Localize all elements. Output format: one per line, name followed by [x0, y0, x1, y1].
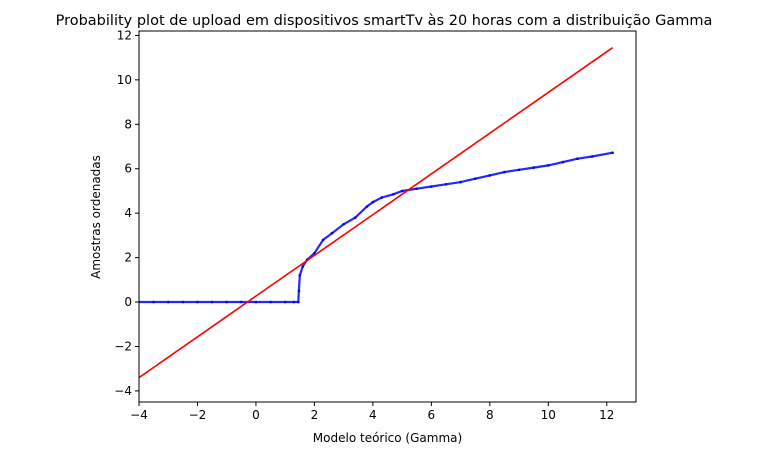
data-point [297, 289, 301, 293]
x-tick-label: 2 [311, 408, 319, 422]
x-tick-label: 4 [369, 408, 377, 422]
data-point [254, 300, 258, 304]
fit-line [139, 47, 614, 379]
data-point [269, 300, 272, 304]
data-point [371, 200, 375, 204]
data-point [181, 300, 185, 304]
data-point [380, 196, 384, 199]
x-tick-label: 8 [486, 408, 494, 422]
data-point [196, 300, 199, 304]
x-tick-label: 10 [541, 408, 556, 422]
y-tick-label: 12 [117, 28, 132, 42]
y-tick-label: 10 [117, 73, 132, 87]
data-point [283, 300, 287, 304]
data-point [532, 166, 535, 169]
data-point [430, 185, 433, 188]
data-point [330, 231, 334, 235]
y-tick-label: −2 [114, 339, 132, 353]
plot-background [139, 31, 636, 402]
x-axis: −4 −2 0 2 4 6 8 10 12 [130, 402, 614, 422]
x-tick-label: 12 [599, 408, 614, 422]
data-point [313, 251, 316, 255]
data-point [503, 170, 506, 174]
data-point [590, 155, 594, 158]
data-point [301, 265, 305, 268]
data-point [297, 300, 300, 304]
y-axis-label: Amostras ordenadas [89, 155, 103, 279]
data-point [292, 300, 296, 304]
x-tick-label: −4 [130, 408, 148, 422]
data-point [473, 177, 477, 180]
plot-frame [138, 30, 637, 403]
data-point [444, 183, 448, 186]
y-axis: −4 −2 0 2 4 6 8 10 12 [114, 28, 139, 398]
data-point [415, 187, 419, 190]
data-point [298, 274, 302, 277]
data-point [576, 157, 579, 160]
x-axis-label: Modelo teórico (Gamma) [313, 431, 462, 445]
x-tick-label: −2 [189, 408, 207, 422]
data-point [342, 223, 345, 226]
y-tick-label: 4 [124, 206, 132, 220]
data-point [488, 174, 492, 177]
data-point [365, 205, 369, 208]
x-tick-label: 0 [252, 408, 260, 422]
y-tick-label: 2 [124, 251, 132, 265]
data-point [611, 151, 614, 154]
data-point [210, 300, 214, 304]
y-tick-label: 0 [124, 295, 132, 309]
data-point [517, 168, 521, 172]
chart-title: Probability plot de upload em dispositiv… [56, 13, 713, 29]
data-point [561, 160, 565, 164]
x-tick-label: 6 [428, 408, 436, 422]
data-point [225, 300, 228, 304]
plot-area [139, 31, 636, 402]
data-point [547, 164, 550, 167]
data-point [459, 180, 462, 184]
y-tick-label: 8 [124, 117, 132, 131]
data-marks [139, 47, 614, 379]
data-point [400, 189, 404, 193]
y-tick-label: 6 [124, 162, 132, 176]
data-point [166, 300, 170, 304]
data-point [321, 238, 325, 242]
data-point [354, 216, 357, 219]
data-point [240, 300, 243, 304]
data-point [152, 300, 155, 304]
y-tick-label: −4 [114, 384, 132, 398]
data-point [392, 193, 395, 196]
